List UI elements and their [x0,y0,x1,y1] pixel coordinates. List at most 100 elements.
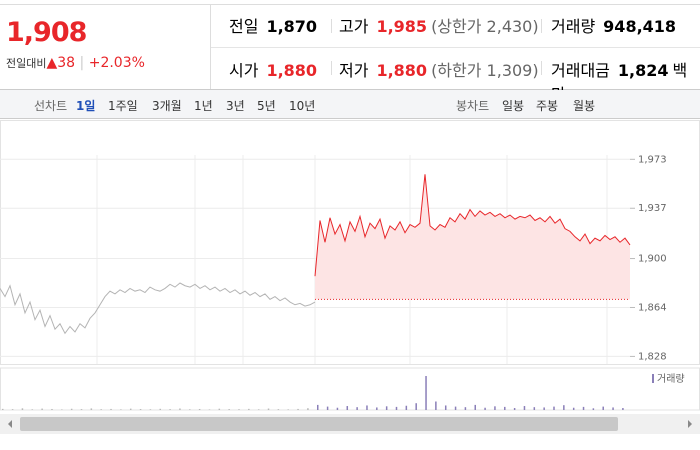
stat-value: 1,880 [376,61,428,80]
volume-bar [208,409,211,410]
volume-bar [474,404,476,410]
stat-value: 1,870 [266,17,318,36]
volume-bar [366,405,368,410]
tab[interactable]: 3개월 [152,99,182,113]
chart: 1,973 1,937 1,900 1,864 1,828 거래량 [0,120,700,434]
scroll-right [688,420,692,428]
volume-bar [464,407,467,410]
volume-bar [267,408,270,410]
volume-bar [129,408,132,410]
volume-bar [543,407,545,410]
stat-value: 1,985 [376,17,428,36]
tab[interactable]: 1년 [194,99,213,113]
volume-bar [307,408,309,410]
tab[interactable]: 주봉 [536,99,559,113]
y-tick-label: 1,973 [638,154,667,165]
quote-header: 1,908 전일대비▲38 | +2.03% 전일 1,870 고가 1,985 (상한… [0,4,700,104]
stat-label: 고가 [339,17,369,36]
volume-legend: 거래량 [657,373,685,385]
stat-label: 시가 [229,61,259,80]
col-divider [541,19,542,33]
volume-bar [179,408,181,410]
y-tick-label: 1,937 [638,203,667,214]
tab[interactable]: 1일 [76,99,96,113]
tab-group-label: 봉차트 [456,99,490,113]
stat: 고가 1,985 (상한가 2,430) [339,13,539,37]
stat-value: 1,824 [617,61,669,80]
change-pct: +2.03% [88,55,145,71]
volume-bar [31,409,34,410]
volume-bar [228,409,230,410]
stat: 거래량 948,418 [551,13,676,37]
volume-bar [257,409,260,410]
volume-bar [287,409,289,410]
volume-bar [218,408,221,410]
tab[interactable]: 10년 [289,99,316,113]
volume-bar [100,409,102,410]
stat-note: (상한가 2,430) [431,17,539,36]
change: 전일대비▲38 | +2.03% [6,55,145,71]
stat-label: 저가 [339,61,369,80]
volume-bar [326,406,329,410]
volume-bar [454,406,457,410]
volume-bar [120,409,122,410]
volume-bar [612,407,614,410]
volume-bar [553,406,555,410]
volume-bar [169,409,171,410]
volume-bar [415,403,417,410]
tab-group-label: 선차트 [34,99,68,113]
y-tick-label: 1,864 [638,302,667,313]
tab[interactable]: 일봉 [502,99,525,113]
stat-label: 거래대금 [551,61,610,80]
stat-note: (하한가 1,309) [431,61,539,80]
tab[interactable]: 5년 [257,99,276,113]
volume-bar [484,407,486,410]
volume-bar [11,409,14,410]
volume-bar [139,409,142,410]
volume-bar [317,404,319,410]
stats: 전일 1,870 고가 1,985 (상한가 2,430) 거래량 948,418 시가 1,8… [210,5,700,104]
change-label: 전일대비 [6,57,47,70]
tab[interactable]: 3년 [226,99,245,113]
volume-bar [572,407,575,410]
volume-bar [189,409,191,410]
stat: 전일 1,870 [229,13,317,37]
col-divider [331,19,332,33]
volume-bar [110,408,112,410]
scrollbar-thumb[interactable] [20,417,618,431]
volume-bar [21,408,24,410]
volume-bar [395,406,398,410]
volume-bar [385,406,388,410]
volume-bar [523,406,526,410]
area [315,174,630,300]
y-tick-label: 1,900 [638,254,667,265]
volume-bar [602,406,604,410]
volume-bar [159,408,161,410]
volume-bar [592,408,595,410]
volume-bar [2,408,4,410]
tab[interactable]: 월봉 [573,99,596,113]
volume-bar [41,408,43,410]
row-divider [211,47,700,48]
stat-label: 거래량 [551,17,596,36]
volume-bar [533,407,536,410]
volume-bar [405,405,408,410]
period-tabs: 선차트 1일 1주일 3개월 1년 3년 5년 10년 봉차트 일봉 주봉 월봉 [0,90,700,119]
stat-label: 전일 [229,17,259,36]
volume-bar [346,406,349,410]
volume-bar [80,409,83,410]
tab[interactable]: 1주일 [108,99,138,113]
scroll-left [8,420,12,428]
stat: 저가 1,880 (하한가 1,309) [339,57,539,81]
change-value: 38 [57,55,76,71]
volume-bar [90,408,93,410]
price: 1,908 [6,17,87,48]
volume-bar [356,407,358,410]
stat-value: 948,418 [603,17,677,36]
volume-bar [513,408,516,410]
volume-bar [435,401,437,410]
col-divider [541,61,542,75]
volume-bar [238,409,240,410]
volume-bar [61,409,63,410]
